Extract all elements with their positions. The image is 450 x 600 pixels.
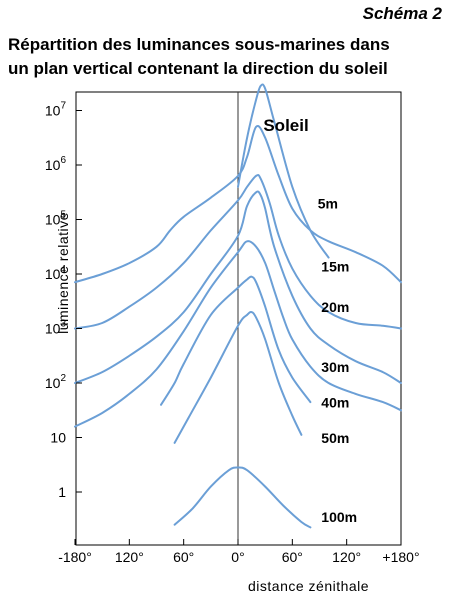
x-tick-label: +180° xyxy=(382,549,419,565)
y-tick-label: 102 xyxy=(45,373,67,391)
x-tick-label: 0° xyxy=(231,549,244,565)
y-tick-label: 103 xyxy=(45,319,67,337)
series-label-40m: 40m xyxy=(321,395,349,411)
y-tick-label: 105 xyxy=(45,210,67,228)
series-line-20m xyxy=(74,190,402,384)
series-line-15m xyxy=(74,173,402,330)
y-tick-label: 10 xyxy=(50,430,66,446)
series-label-50m: 50m xyxy=(321,430,349,446)
series-line-100m xyxy=(173,466,312,529)
series-label-group: Soleil 5m 15m 20m 30m 40m 50m 100m xyxy=(263,116,357,525)
series-line-40m xyxy=(160,275,312,406)
chart-title-line2: un plan vertical contenant la direction … xyxy=(8,59,388,78)
series-label-5m: 5m xyxy=(318,196,338,212)
x-axis-label: distance zénithale xyxy=(248,578,370,594)
y-tick-label: 1 xyxy=(58,484,66,500)
y-tick-label: 104 xyxy=(45,264,67,282)
x-tick-label: -180° xyxy=(58,549,92,565)
series-label-20m: 20m xyxy=(321,299,349,315)
series-label-100m: 100m xyxy=(321,509,357,525)
x-tick-label: 60° xyxy=(282,549,303,565)
x-tick-label: 120° xyxy=(332,549,361,565)
x-tick-group: -180° 120° 60° 0° 60° 120° +180° xyxy=(58,539,420,565)
series-group xyxy=(74,83,402,529)
y-tick-group: 1 10 102 103 104 105 106 107 xyxy=(45,101,82,500)
series-line-soleil xyxy=(237,83,330,259)
series-line-30m xyxy=(74,240,402,428)
x-tick-label: 60° xyxy=(173,549,194,565)
y-tick-label: 107 xyxy=(45,101,67,119)
schema-label: Schéma 2 xyxy=(362,4,442,23)
y-tick-label: 106 xyxy=(45,155,67,173)
series-label-15m: 15m xyxy=(321,258,349,274)
x-tick-label: 120° xyxy=(115,549,144,565)
annotation-soleil: Soleil xyxy=(263,116,308,135)
series-line-50m xyxy=(173,311,303,444)
series-line-5m xyxy=(74,125,402,284)
chart-title-line1: Répartition des luminances sous-marines … xyxy=(8,35,390,54)
series-label-30m: 30m xyxy=(321,359,349,375)
